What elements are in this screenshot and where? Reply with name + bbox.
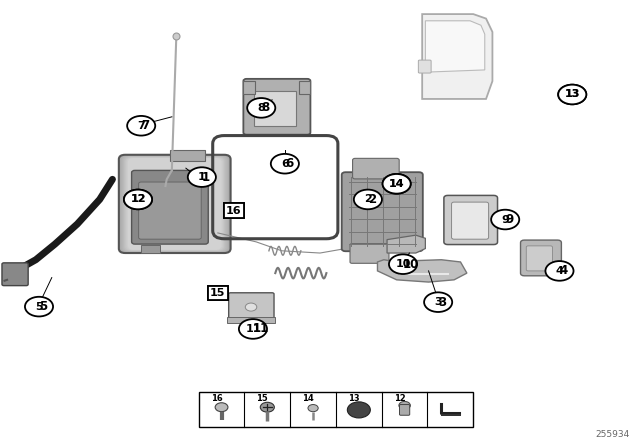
FancyBboxPatch shape bbox=[2, 263, 28, 286]
Text: 13: 13 bbox=[564, 90, 580, 99]
Circle shape bbox=[260, 402, 275, 412]
FancyBboxPatch shape bbox=[128, 158, 221, 250]
Text: 7: 7 bbox=[141, 119, 149, 132]
Circle shape bbox=[399, 401, 410, 409]
Text: 5: 5 bbox=[39, 300, 47, 313]
Bar bbox=[198, 392, 473, 427]
FancyBboxPatch shape bbox=[122, 155, 228, 252]
Text: 3: 3 bbox=[438, 296, 446, 309]
FancyBboxPatch shape bbox=[419, 60, 431, 73]
FancyBboxPatch shape bbox=[124, 156, 225, 251]
FancyBboxPatch shape bbox=[526, 246, 552, 271]
Text: 14: 14 bbox=[389, 179, 404, 189]
Polygon shape bbox=[426, 21, 484, 72]
Text: 5: 5 bbox=[35, 302, 43, 312]
FancyBboxPatch shape bbox=[243, 79, 310, 135]
Text: 10: 10 bbox=[403, 258, 419, 271]
Bar bbox=[442, 414, 461, 416]
FancyBboxPatch shape bbox=[350, 244, 389, 263]
Circle shape bbox=[308, 405, 318, 412]
Text: 7: 7 bbox=[138, 121, 145, 131]
Circle shape bbox=[389, 254, 417, 274]
FancyBboxPatch shape bbox=[342, 172, 423, 251]
Text: 16: 16 bbox=[226, 206, 242, 215]
Circle shape bbox=[491, 210, 519, 229]
Text: 16: 16 bbox=[211, 394, 222, 403]
FancyBboxPatch shape bbox=[127, 157, 223, 250]
FancyBboxPatch shape bbox=[452, 202, 488, 239]
Text: 4: 4 bbox=[559, 264, 568, 277]
Bar bbox=[170, 151, 205, 161]
Text: 14: 14 bbox=[389, 179, 404, 189]
Bar bbox=[243, 81, 255, 95]
Polygon shape bbox=[378, 260, 467, 282]
Text: 8: 8 bbox=[257, 103, 265, 113]
Text: 15: 15 bbox=[257, 394, 268, 403]
Circle shape bbox=[245, 303, 257, 311]
Text: 1: 1 bbox=[202, 171, 210, 184]
Circle shape bbox=[558, 85, 586, 104]
FancyBboxPatch shape bbox=[119, 155, 230, 253]
Text: 6: 6 bbox=[281, 159, 289, 169]
Text: 16: 16 bbox=[226, 206, 242, 215]
Text: 13: 13 bbox=[348, 394, 360, 403]
Circle shape bbox=[188, 167, 216, 187]
Polygon shape bbox=[387, 235, 426, 253]
FancyBboxPatch shape bbox=[123, 156, 227, 252]
Text: 14: 14 bbox=[302, 394, 314, 403]
Circle shape bbox=[271, 154, 299, 173]
FancyBboxPatch shape bbox=[520, 240, 561, 276]
Text: 1: 1 bbox=[198, 172, 205, 182]
Polygon shape bbox=[422, 14, 492, 99]
Circle shape bbox=[215, 403, 228, 412]
Text: 12: 12 bbox=[394, 394, 405, 403]
FancyBboxPatch shape bbox=[444, 195, 497, 245]
FancyBboxPatch shape bbox=[120, 155, 229, 253]
Text: 13: 13 bbox=[564, 90, 580, 99]
Text: 9: 9 bbox=[501, 215, 509, 224]
Text: 11: 11 bbox=[253, 323, 269, 336]
Bar bbox=[227, 317, 275, 323]
Text: 3: 3 bbox=[435, 297, 442, 307]
Bar bbox=[141, 245, 161, 253]
Text: 4: 4 bbox=[556, 266, 563, 276]
FancyBboxPatch shape bbox=[139, 182, 201, 239]
FancyBboxPatch shape bbox=[399, 405, 410, 415]
Text: 2: 2 bbox=[368, 193, 376, 206]
Circle shape bbox=[354, 190, 382, 209]
Circle shape bbox=[558, 85, 586, 104]
Circle shape bbox=[383, 174, 411, 194]
Circle shape bbox=[25, 297, 53, 316]
Text: 11: 11 bbox=[245, 324, 260, 334]
Text: 12: 12 bbox=[131, 194, 146, 204]
FancyBboxPatch shape bbox=[353, 158, 399, 179]
Text: 8: 8 bbox=[261, 101, 269, 114]
Circle shape bbox=[127, 116, 156, 136]
Circle shape bbox=[383, 174, 411, 194]
FancyBboxPatch shape bbox=[228, 293, 274, 321]
Text: 15: 15 bbox=[210, 288, 225, 298]
Text: 10: 10 bbox=[396, 259, 411, 269]
Text: 6: 6 bbox=[285, 157, 293, 170]
Text: 15: 15 bbox=[210, 288, 225, 298]
Circle shape bbox=[239, 319, 267, 339]
Circle shape bbox=[545, 261, 573, 281]
Circle shape bbox=[424, 293, 452, 312]
Text: 12: 12 bbox=[131, 194, 146, 204]
FancyBboxPatch shape bbox=[132, 170, 208, 244]
Text: 9: 9 bbox=[505, 213, 513, 226]
Bar bbox=[299, 81, 310, 95]
Text: 255934: 255934 bbox=[595, 430, 630, 439]
Circle shape bbox=[124, 190, 152, 209]
Circle shape bbox=[348, 402, 371, 418]
FancyBboxPatch shape bbox=[125, 157, 224, 251]
Circle shape bbox=[247, 98, 275, 118]
Text: 2: 2 bbox=[364, 194, 372, 204]
Bar bbox=[254, 91, 296, 126]
Circle shape bbox=[124, 190, 152, 209]
